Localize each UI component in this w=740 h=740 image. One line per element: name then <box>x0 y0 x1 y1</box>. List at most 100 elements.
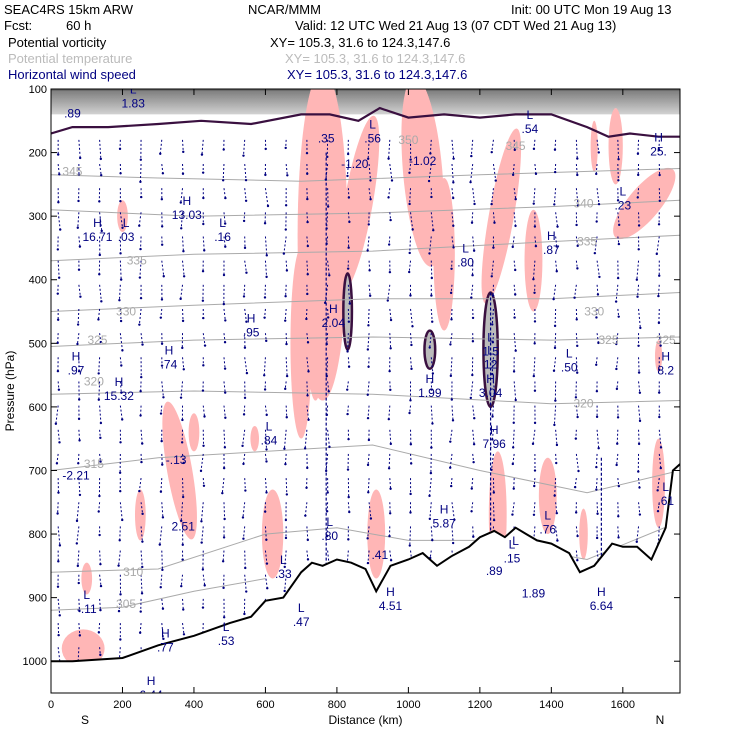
wind-arrowhead <box>533 342 536 345</box>
wind-arrow <box>140 333 144 345</box>
wind-arrowhead <box>161 516 165 519</box>
wind-arrowhead <box>533 225 537 228</box>
wind-arrowhead <box>283 589 286 593</box>
wind-arrowhead <box>161 568 164 572</box>
wind-arrowhead <box>138 489 141 493</box>
wind-arrowhead <box>366 537 369 540</box>
wind-arrowhead <box>617 515 620 518</box>
wind-arrowhead <box>346 174 349 178</box>
wind-arrowhead <box>162 637 165 641</box>
wind-arrow <box>223 405 226 418</box>
wind-arrow <box>284 550 287 567</box>
wind-arrow <box>555 260 558 272</box>
wind-arrowhead <box>224 416 227 419</box>
wind-arrowhead <box>141 343 144 346</box>
wind-arrowhead <box>200 541 203 544</box>
theta-isentrope <box>51 444 680 494</box>
wind-arrowhead <box>76 226 79 229</box>
wind-arrow <box>57 163 60 175</box>
x-tick-label: 1200 <box>468 699 492 711</box>
wind-arrow <box>430 308 433 322</box>
wind-arrow <box>285 478 288 495</box>
wind-arrow <box>182 478 184 498</box>
wind-arrowhead <box>638 513 642 516</box>
wind-arrowhead <box>284 518 288 522</box>
wind-arrowhead <box>77 370 81 373</box>
wind-arrowhead <box>576 344 579 348</box>
wind-arrow <box>326 212 329 229</box>
wind-arrowhead <box>450 318 453 321</box>
wind-arrowhead <box>306 220 309 224</box>
wind-arrow <box>242 453 246 464</box>
wind-arrowhead <box>450 267 453 270</box>
wind-arrow <box>636 526 640 542</box>
theta-label: 325 <box>656 333 676 347</box>
low-marker: L <box>662 480 669 494</box>
extremum-value: 25. <box>650 144 667 158</box>
terrain-fill <box>51 464 680 693</box>
wind-arrowhead <box>533 421 537 425</box>
wind-arrow <box>244 357 248 374</box>
wind-arrowhead <box>160 342 164 345</box>
wind-arrow <box>180 381 184 398</box>
wind-arrow <box>596 260 600 277</box>
wind-arrowhead <box>431 372 435 375</box>
wind-arrow <box>389 163 393 181</box>
wind-arrowhead <box>119 593 122 596</box>
wind-arrow <box>616 429 619 444</box>
wind-arrow <box>555 502 558 514</box>
wind-arrowhead <box>533 320 537 323</box>
wind-arrow <box>327 550 330 568</box>
pv-shaded-area <box>613 167 676 240</box>
wind-arrow <box>264 236 268 256</box>
extremum-value: 3.04 <box>479 386 503 400</box>
wind-arrowhead <box>492 246 495 249</box>
wind-arrowhead <box>470 221 474 224</box>
wind-arrowhead <box>449 374 453 378</box>
wind-arrowhead <box>139 296 143 300</box>
wind-arrowhead <box>306 466 309 470</box>
wind-arrow <box>410 357 413 369</box>
wind-arrowhead <box>576 371 579 374</box>
wind-arrow <box>491 357 494 375</box>
wind-arrow <box>264 308 266 318</box>
wind-arrow <box>513 284 516 295</box>
theta-label: 330 <box>584 305 604 319</box>
wind-arrow <box>553 357 557 371</box>
wind-arrowhead <box>263 388 267 391</box>
wind-arrowhead <box>138 276 142 279</box>
high-marker: H <box>182 194 191 208</box>
wind-arrow <box>555 212 559 227</box>
wind-arrowhead <box>427 179 431 183</box>
wind-arrowhead <box>636 152 640 155</box>
wind-arrow <box>119 405 123 420</box>
extremum-value: 8.2 <box>657 364 674 378</box>
wind-arrow <box>161 550 163 570</box>
wind-arrow <box>119 381 122 393</box>
wind-arrowhead <box>306 394 309 397</box>
wind-arrowhead <box>513 316 516 319</box>
wind-arrowhead <box>577 469 580 473</box>
wind-arrowhead <box>451 196 455 200</box>
wind-arrowhead <box>490 275 493 278</box>
wind-arrowhead <box>77 398 81 401</box>
wind-arrowhead <box>552 297 555 301</box>
extremum-value: 1.99 <box>418 386 442 400</box>
terrain-line <box>51 463 680 663</box>
wind-arrow <box>304 429 308 449</box>
wind-arrowhead <box>597 341 600 345</box>
y-tick-label: 1000 <box>23 656 47 668</box>
extremum-value: .54 <box>522 122 539 136</box>
wind-arrow <box>243 212 246 221</box>
wind-arrow <box>638 308 641 328</box>
wind-arrowhead <box>221 491 224 495</box>
wind-arrow <box>512 236 515 247</box>
low-marker: L <box>280 553 287 567</box>
low-marker: L <box>266 420 273 434</box>
wind-arrowhead <box>657 391 661 394</box>
wind-arrowhead <box>159 412 163 415</box>
wind-arrowhead <box>140 375 143 379</box>
wind-arrowhead <box>76 564 80 568</box>
wind-arrow <box>367 405 370 419</box>
wind-arrowhead <box>616 199 620 202</box>
